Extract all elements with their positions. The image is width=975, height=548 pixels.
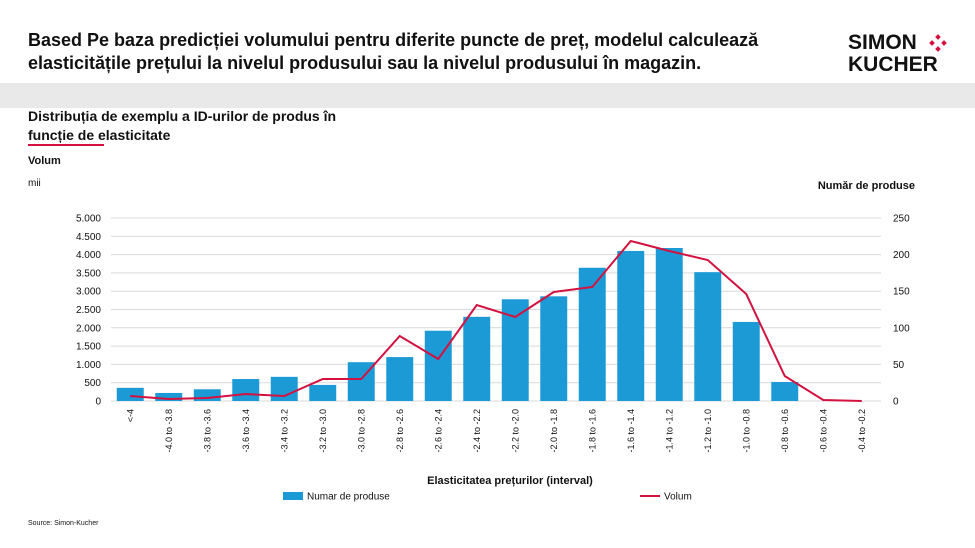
y-tick-label: 3.500 bbox=[76, 268, 101, 279]
x-axis-title: Elasticitatea prețurilor (interval) bbox=[427, 475, 593, 487]
x-tick-label: -2.2 to -2.0 bbox=[510, 409, 520, 453]
legend-swatch bbox=[283, 492, 303, 500]
x-tick-label: -1.8 to -1.6 bbox=[587, 409, 597, 453]
y-tick-label: 4.500 bbox=[76, 232, 101, 243]
bar bbox=[655, 248, 683, 401]
bar bbox=[771, 381, 799, 401]
y-tick-label: 2.000 bbox=[76, 323, 101, 334]
bar bbox=[732, 321, 760, 401]
bar bbox=[270, 376, 298, 401]
y2-tick-label: 0 bbox=[893, 397, 899, 408]
logo: KUCHER bbox=[848, 53, 938, 76]
x-tick-label: -2.4 to -2.2 bbox=[472, 409, 482, 453]
y2-tick-label: 150 bbox=[893, 287, 910, 298]
x-tick-label: -1.2 to -1.0 bbox=[703, 409, 713, 453]
y-tick-label: 5.000 bbox=[76, 214, 101, 225]
y-tick-label: 1.500 bbox=[76, 342, 101, 353]
bar bbox=[116, 387, 144, 401]
bar bbox=[155, 392, 183, 401]
x-tick-label: <-4 bbox=[125, 409, 135, 422]
y2-tick-label: 200 bbox=[893, 250, 910, 261]
x-tick-label: -1.4 to -1.2 bbox=[664, 409, 674, 453]
x-tick-label: -3.4 to -3.2 bbox=[279, 409, 289, 453]
y-tick-label: 4.000 bbox=[76, 250, 101, 261]
x-tick-label: -0.8 to -0.6 bbox=[780, 409, 790, 453]
bar bbox=[694, 272, 722, 401]
chart-subtitle: funcție de elasticitate bbox=[28, 127, 171, 143]
bar bbox=[232, 379, 260, 401]
y-tick-label: 0 bbox=[95, 397, 101, 408]
y2-tick-label: 100 bbox=[893, 323, 910, 334]
logo-mark bbox=[929, 34, 947, 52]
bar bbox=[617, 250, 645, 401]
source: Source: Simon-Kucher bbox=[28, 520, 99, 527]
bar bbox=[193, 389, 221, 401]
y-axis-title: Volum bbox=[28, 155, 61, 167]
bar bbox=[424, 330, 452, 401]
y2-tick-label: 50 bbox=[893, 360, 905, 371]
bar bbox=[386, 357, 414, 401]
y2-tick-label: 250 bbox=[893, 214, 910, 225]
x-tick-label: -1.0 to -0.8 bbox=[741, 409, 751, 453]
y-tick-label: 3.000 bbox=[76, 287, 101, 298]
bar bbox=[578, 267, 606, 401]
x-tick-label: -3.8 to -3.6 bbox=[202, 409, 212, 453]
y-axis-unit: mii bbox=[28, 178, 41, 189]
x-tick-label: -3.6 to -3.4 bbox=[241, 409, 251, 453]
x-tick-label: -0.6 to -0.4 bbox=[818, 409, 828, 453]
y-tick-label: 1.000 bbox=[76, 360, 101, 371]
x-tick-label: -3.2 to -3.0 bbox=[318, 409, 328, 453]
slide-title: Based Pe baza predicției volumului pentr… bbox=[28, 30, 759, 50]
x-tick-label: -3.0 to -2.8 bbox=[356, 409, 366, 453]
bar bbox=[463, 316, 491, 401]
bar bbox=[309, 384, 337, 401]
chart-subtitle: Distribuția de exemplu a ID-urilor de pr… bbox=[28, 108, 336, 124]
x-tick-label: -1.6 to -1.4 bbox=[626, 409, 636, 453]
header-band bbox=[0, 83, 975, 108]
x-tick-label: -2.6 to -2.4 bbox=[433, 409, 443, 453]
y-tick-label: 500 bbox=[84, 378, 101, 389]
line bbox=[130, 239, 862, 402]
legend-label: Numar de produse bbox=[307, 492, 390, 503]
x-tick-label: -0.4 to -0.2 bbox=[857, 409, 867, 453]
bar bbox=[540, 296, 568, 401]
y2-axis-title: Număr de produse bbox=[818, 180, 915, 192]
x-tick-label: -4.0 to -3.8 bbox=[164, 409, 174, 453]
logo: SIMON bbox=[848, 31, 917, 54]
x-tick-label: -2.0 to -1.8 bbox=[549, 409, 559, 453]
slide-title: elasticitățile prețului la nivelul produ… bbox=[28, 53, 701, 73]
y-tick-label: 2.500 bbox=[76, 305, 101, 316]
x-tick-label: -2.8 to -2.6 bbox=[395, 409, 405, 453]
legend-label: Volum bbox=[664, 492, 692, 503]
